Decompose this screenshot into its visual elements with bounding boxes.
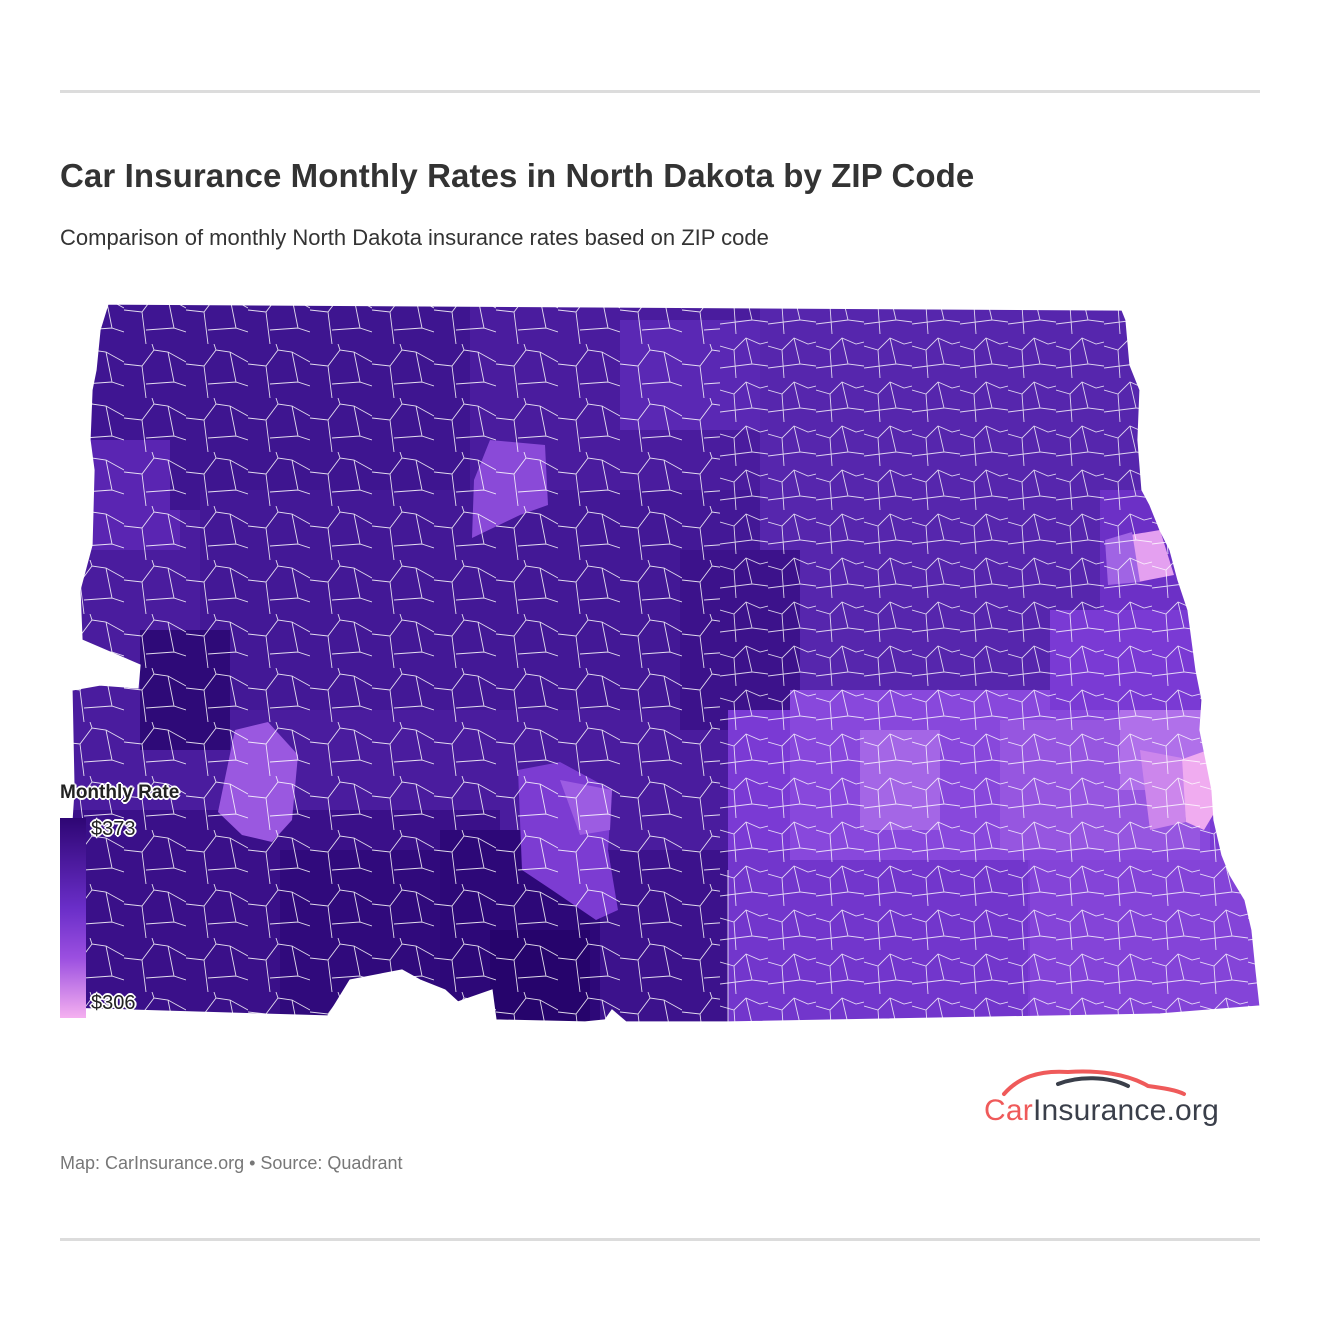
legend-title: Monthly Rate bbox=[60, 782, 180, 803]
logo-car-text: Car bbox=[984, 1094, 1033, 1127]
map-svg bbox=[59, 303, 1261, 1023]
state-outline bbox=[59, 303, 1261, 1023]
source-credit: Map: CarInsurance.org • Source: Quadrant bbox=[60, 1153, 403, 1173]
logo-insurance-text: Insurance.org bbox=[1032, 1094, 1219, 1127]
logo-wordmark: CarInsurance.org bbox=[984, 1094, 1219, 1128]
car-outline-icon bbox=[1002, 1069, 1186, 1096]
legend-gradient-bar bbox=[60, 818, 86, 1018]
choropleth-map bbox=[0, 290, 1320, 1050]
legend-max-label: $373 bbox=[91, 818, 136, 840]
bottom-divider bbox=[60, 1238, 1260, 1241]
state-regions bbox=[60, 304, 1260, 1022]
carinsurance-logo: CarInsurance.org bbox=[978, 1064, 1238, 1140]
top-divider bbox=[60, 90, 1260, 93]
legend-min-label: $306 bbox=[91, 992, 136, 1014]
page-subtitle: Comparison of monthly North Dakota insur… bbox=[60, 225, 769, 250]
map-legend: Monthly Rate $373 $306 bbox=[60, 782, 220, 1022]
zip-boundaries-east bbox=[720, 304, 1260, 1022]
page-title: Car Insurance Monthly Rates in North Dak… bbox=[60, 157, 975, 194]
zip-boundaries-west bbox=[60, 304, 720, 1022]
